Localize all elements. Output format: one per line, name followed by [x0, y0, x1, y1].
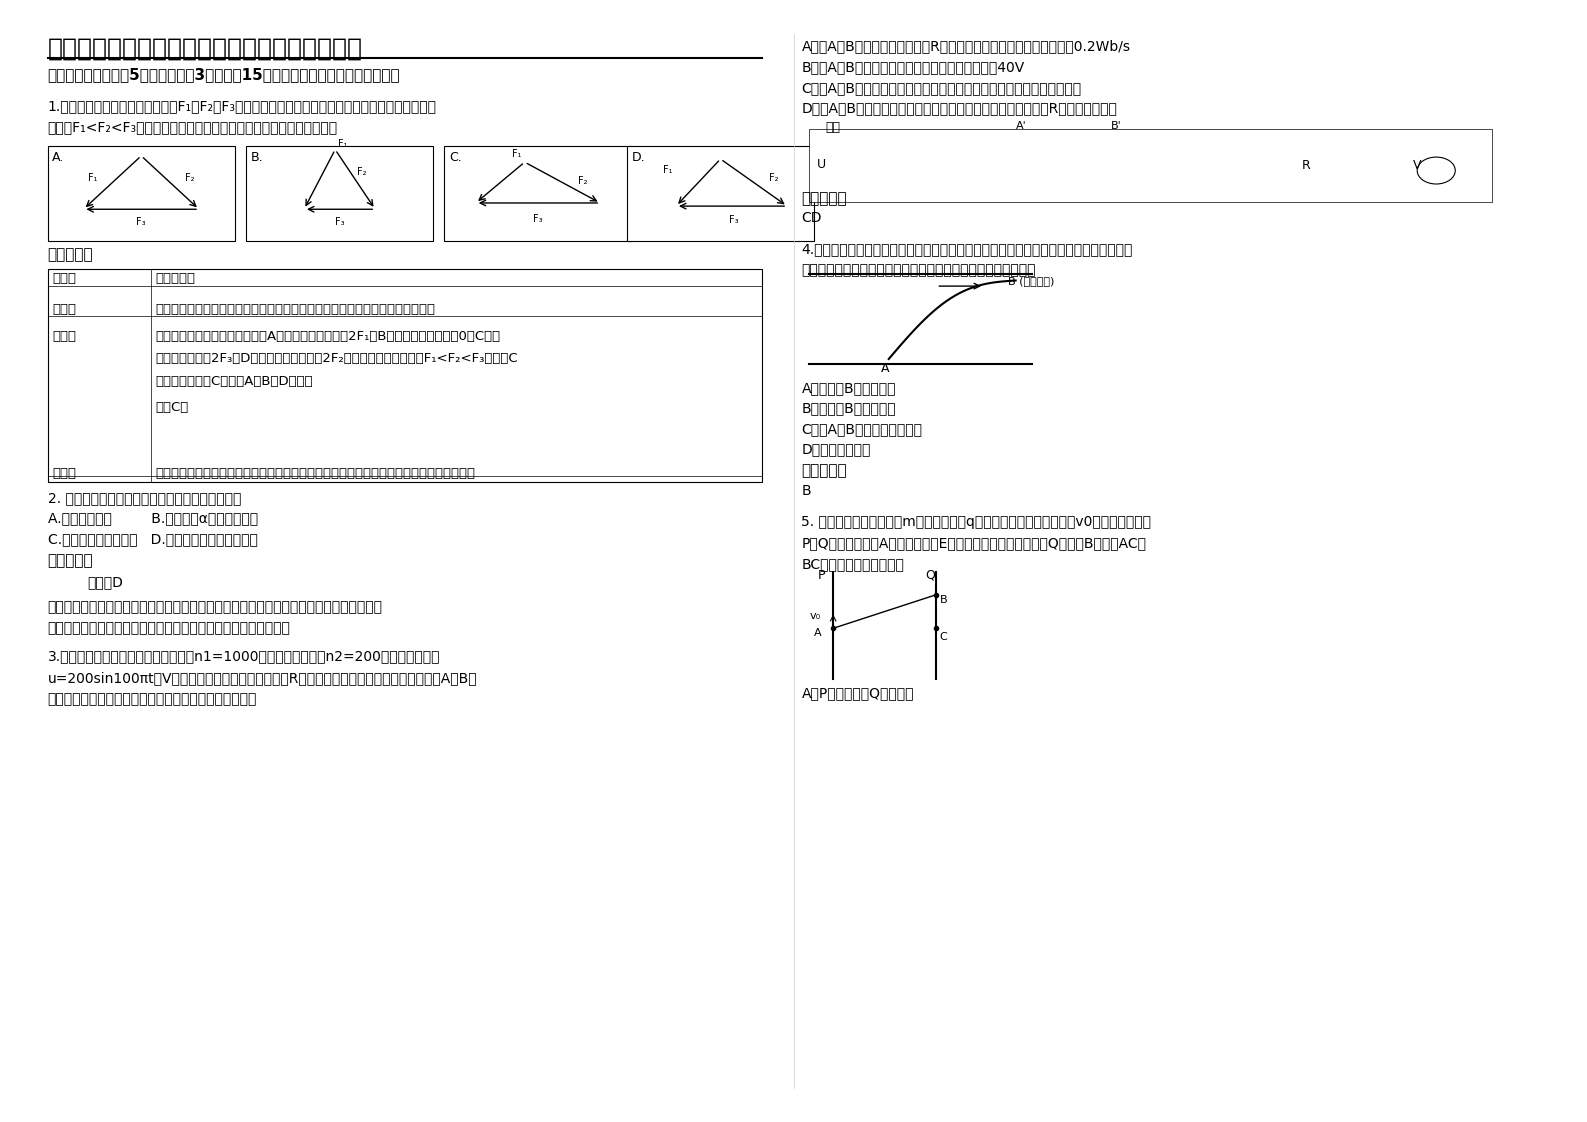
Text: D．水流速度恒定: D．水流速度恒定: [801, 442, 871, 456]
Text: u=200sin100πt（V）的交流电压上，副线圈上电阻R和理想交流电压表并联接入电路，现在A、B两: u=200sin100πt（V）的交流电压上，副线圈上电阻R和理想交流电压表并联…: [48, 671, 478, 684]
Bar: [246, 146, 433, 241]
Text: 故选C．: 故选C．: [156, 401, 189, 414]
Text: B: B: [940, 595, 947, 605]
Text: F₃: F₃: [136, 217, 146, 227]
Text: B (水速方向): B (水速方向): [1008, 276, 1054, 286]
Text: 参考答案：: 参考答案：: [801, 463, 847, 478]
Bar: [48, 146, 235, 241]
Text: Q: Q: [925, 569, 935, 582]
Text: 一、选择题：本题共5小题，每小题3分，共计15分．每小题只有一个选项符合题意: 一、选择题：本题共5小题，每小题3分，共计15分．每小题只有一个选项符合题意: [48, 67, 400, 82]
Text: C．在A、B两点间接入一只电容器，只提高交流电频率，电压表读数增大: C．在A、B两点间接入一只电容器，只提高交流电频率，电压表读数增大: [801, 81, 1082, 94]
Bar: [444, 146, 632, 241]
Text: P: P: [817, 569, 825, 582]
Text: U: U: [817, 158, 827, 172]
Text: 船的部分运动轨迹如图所示，则可判断，此过程中河水的流速是: 船的部分运动轨迹如图所示，则可判断，此过程中河水的流速是: [801, 264, 1036, 277]
Text: 解：根据平行四边形定则可知，A图中三个力的合力为2F₁，B图中三个力的合力为0，C图中: 解：根据平行四边形定则可知，A图中三个力的合力为2F₁，B图中三个力的合力为0，…: [156, 330, 500, 343]
Text: 3.（多选）一理想变压器原线圈匝数为n1=1000匝，副线圈匝数为n2=200匝，将原线接在: 3.（多选）一理想变压器原线圈匝数为n1=1000匝，副线圈匝数为n2=200匝…: [48, 650, 440, 663]
Text: A．P板电势高于Q板的电势: A．P板电势高于Q板的电势: [801, 687, 914, 700]
Text: 平行四边形法则是矢量的合成发展，要熟练掌握，正确应用，在平时训练中不断加强练习．: 平行四边形法则是矢量的合成发展，要熟练掌握，正确应用，在平时训练中不断加强练习．: [156, 467, 476, 480]
Text: 铁心: 铁心: [825, 121, 840, 135]
Text: R: R: [1301, 159, 1311, 173]
Text: F₁: F₁: [338, 139, 348, 149]
Text: C．由A到B水速先增大后减小: C．由A到B水速先增大后减小: [801, 422, 922, 435]
Bar: [48, 269, 762, 482]
Text: F₃: F₃: [728, 215, 738, 226]
Text: C: C: [940, 632, 947, 642]
Text: BC，则下列说法正确的是: BC，则下列说法正确的是: [801, 558, 905, 571]
Text: B.: B.: [251, 151, 263, 165]
Text: F₂: F₂: [357, 166, 367, 176]
Text: 4.（单选）小船横渡一条河，船在静水中的速度大小不变，方向始终垂直于河岸．已知小: 4.（单选）小船横渡一条河，船在静水中的速度大小不变，方向始终垂直于河岸．已知小: [801, 242, 1133, 256]
Text: B．越接近B岸水速越小: B．越接近B岸水速越小: [801, 402, 897, 415]
Text: 参考答案：: 参考答案：: [48, 247, 94, 261]
Text: v₀: v₀: [809, 611, 820, 622]
Text: 江西省鹰潭市樟坪中学高三物理联考试题含解析: 江西省鹰潭市樟坪中学高三物理联考试题含解析: [48, 37, 362, 61]
Text: 解析：太阳内部发生的剧烈反应是核聚变反应，产生了新的原子核；光电效应现像中产: 解析：太阳内部发生的剧烈反应是核聚变反应，产生了新的原子核；光电效应现像中产: [48, 600, 382, 614]
Text: 参考答案：: 参考答案：: [48, 553, 94, 568]
Text: 三个力的合力为2F₃，D图中三个力的合力为2F₂，三个力的大小关系是F₁<F₂<F₃，所以C: 三个力的合力为2F₃，D图中三个力的合力为2F₂，三个力的大小关系是F₁<F₂<…: [156, 352, 517, 366]
Text: F₂: F₂: [770, 173, 779, 183]
Text: F₃: F₃: [533, 213, 543, 223]
Text: C.伦琴射线的产生过程   D.太阳内部发生的剧烈反应: C.伦琴射线的产生过程 D.太阳内部发生的剧烈反应: [48, 532, 257, 545]
Text: 关系是F₁<F₂<F₃，则下列四个图中，这三个力的合力最大的是（　　）: 关系是F₁<F₂<F₃，则下列四个图中，这三个力的合力最大的是（ ）: [48, 120, 338, 134]
Text: A．越接近B岸水速越大: A．越接近B岸水速越大: [801, 381, 897, 395]
Text: 分析：: 分析：: [52, 303, 76, 316]
Text: 力的合成．: 力的合成．: [156, 272, 195, 285]
Text: D.: D.: [632, 151, 646, 165]
Text: B': B': [1111, 121, 1122, 131]
Text: A.: A.: [52, 151, 65, 165]
Text: F₂: F₂: [186, 173, 195, 183]
Text: A.光电效应现象         B.卢瑟福的α粒子散射实验: A.光电效应现象 B.卢瑟福的α粒子散射实验: [48, 512, 257, 525]
Text: F₁: F₁: [513, 149, 522, 159]
Text: B: B: [801, 484, 811, 497]
Text: V: V: [1412, 159, 1420, 173]
Bar: [627, 146, 814, 241]
Text: CD: CD: [801, 211, 822, 224]
Text: P、Q两板正中间的A点进入场强为E的匀强电场中，恰好垂直于Q板打在B点，且AC＝: P、Q两板正中间的A点进入场强为E的匀强电场中，恰好垂直于Q板打在B点，且AC＝: [801, 536, 1146, 550]
Text: 5. 如图所示，一个质量为m带正电荷量为q的尘粒以竖直向上的初速度v0在平行板电容器: 5. 如图所示，一个质量为m带正电荷量为q的尘粒以竖直向上的初速度v0在平行板电…: [801, 515, 1152, 528]
Text: 参考答案：: 参考答案：: [801, 191, 847, 205]
Text: 1.（单选）如图所示，大小分别为F₁、F₂、F₃的三个力恰好围成一个闭合的三角形，且三个力的大小: 1.（单选）如图所示，大小分别为F₁、F₂、F₃的三个力恰好围成一个闭合的三角形…: [48, 99, 436, 112]
Text: C.: C.: [449, 151, 462, 165]
Text: 解答：: 解答：: [52, 330, 76, 343]
Text: 点间接入不同的电子元件，则下列说法正确的是（　　）: 点间接入不同的电子元件，则下列说法正确的是（ ）: [48, 692, 257, 706]
Text: 点评：: 点评：: [52, 467, 76, 480]
Text: A．在A、B两点间串联一只电阻R，穿过铁芯的磁通量的最大变化率为0.2Wb/s: A．在A、B两点间串联一只电阻R，穿过铁芯的磁通量的最大变化率为0.2Wb/s: [801, 39, 1130, 53]
Text: 2. 以下物理过程中原子核发生变化而产生新核的有: 2. 以下物理过程中原子核发生变化而产生新核的有: [48, 491, 241, 505]
Text: A: A: [881, 362, 889, 376]
Text: 答案：D: 答案：D: [87, 576, 124, 589]
Text: 考点：: 考点：: [52, 272, 76, 285]
Text: 生的电子来自核外电子；伦琴射线是由于内部电子受激发引起的．: 生的电子来自核外电子；伦琴射线是由于内部电子受激发引起的．: [48, 622, 290, 635]
Text: B．在A、B两点间接入理想二极管，电压表读数为40V: B．在A、B两点间接入理想二极管，电压表读数为40V: [801, 61, 1025, 74]
Text: F₁: F₁: [87, 173, 97, 183]
Text: F₁: F₁: [663, 165, 673, 175]
Text: 图合力最大．故C正确，A、B、D错误．: 图合力最大．故C正确，A、B、D错误．: [156, 375, 313, 388]
Text: 根据平行四边形定则或三角形定则分别求出三个力的合力大小，然后进行比较．: 根据平行四边形定则或三角形定则分别求出三个力的合力大小，然后进行比较．: [156, 303, 435, 316]
Bar: [809, 129, 1492, 202]
Text: A': A': [1016, 121, 1027, 131]
Text: F₂: F₂: [578, 176, 587, 186]
Text: F₃: F₃: [335, 217, 344, 227]
Text: D．在A、B两点间接入一只电感线圈，只提高交流电频率，电阻R消耗电功率减小: D．在A、B两点间接入一只电感线圈，只提高交流电频率，电阻R消耗电功率减小: [801, 101, 1117, 114]
Text: A: A: [814, 628, 822, 638]
